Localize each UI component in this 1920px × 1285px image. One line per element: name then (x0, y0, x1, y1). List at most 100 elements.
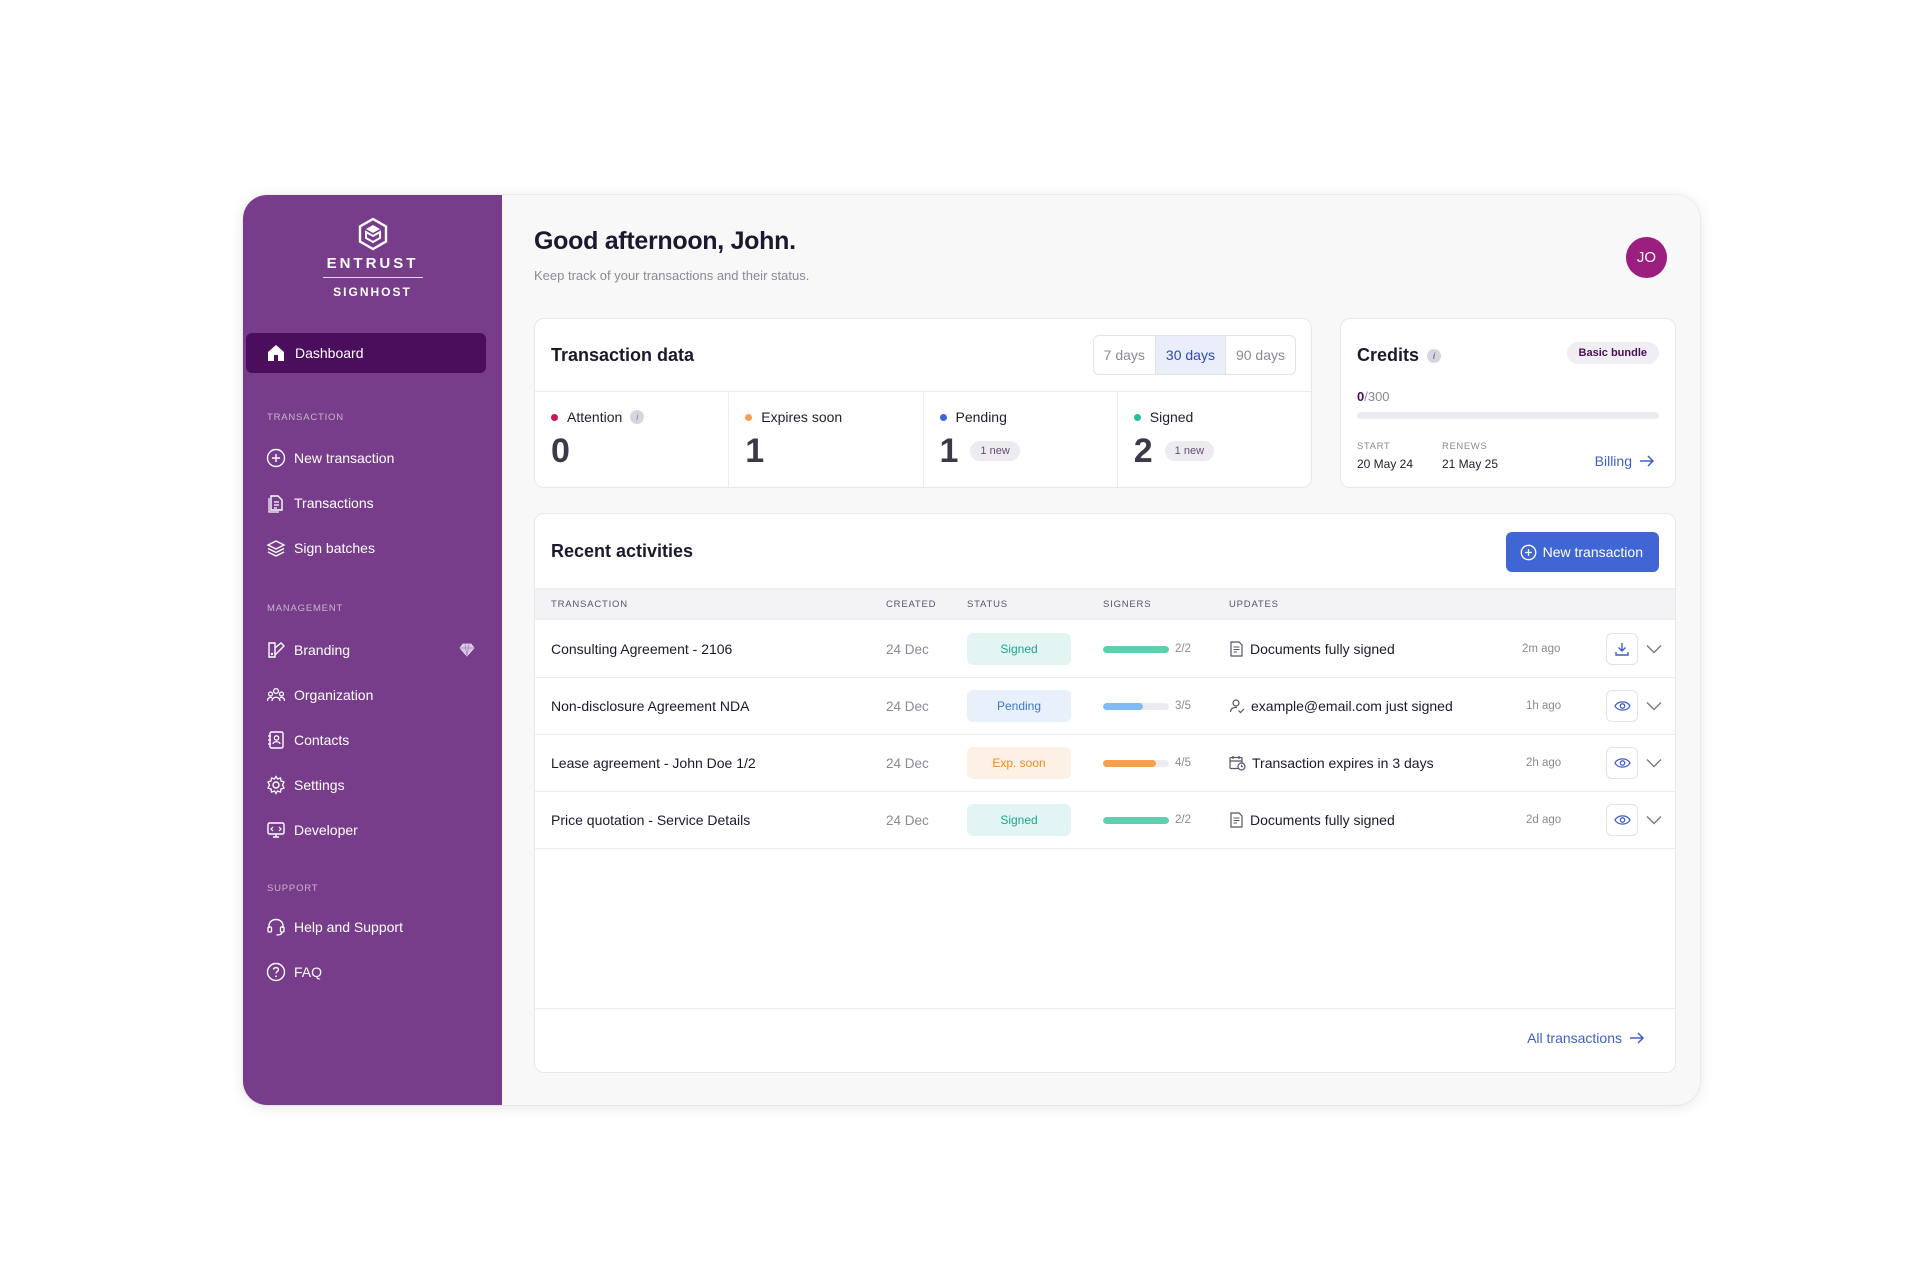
sidebar-section-transaction: TRANSACTION (267, 412, 344, 423)
col-status[interactable]: STATUS (967, 599, 1008, 610)
sidebar-item-organization[interactable]: Organization (265, 680, 475, 710)
status-dot (1133, 413, 1141, 421)
card-title: Recent activities (551, 541, 694, 561)
col-updates[interactable]: UPDATES (1229, 599, 1279, 610)
view-button[interactable] (1606, 747, 1638, 779)
download-button[interactable] (1606, 633, 1638, 665)
sidebar-item-label: Settings (294, 777, 345, 793)
download-icon (1615, 643, 1629, 656)
transaction-name[interactable]: Lease agreement - John Doe 1/2 (551, 755, 756, 771)
question-icon (265, 961, 287, 983)
update-text: Documents fully signed (1250, 641, 1395, 657)
page-subtitle: Keep track of your transactions and thei… (534, 268, 810, 283)
stat-pending[interactable]: Pending 1 1 new (924, 392, 1118, 487)
sidebar-item-new-transaction[interactable]: New transaction (265, 443, 475, 473)
view-button[interactable] (1606, 804, 1638, 836)
table-row[interactable]: Non-disclosure Agreement NDA 24 Dec Pend… (535, 678, 1675, 735)
avatar[interactable]: JO (1626, 237, 1667, 278)
transaction-name[interactable]: Non-disclosure Agreement NDA (551, 698, 750, 714)
time-ago: 1h ago (1526, 700, 1562, 712)
eye-icon (1613, 758, 1631, 768)
range-90-days[interactable]: 90 days (1235, 347, 1285, 363)
status-dot (551, 413, 558, 421)
view-button[interactable] (1606, 690, 1638, 722)
col-transaction[interactable]: TRANSACTION (551, 599, 628, 610)
table-row[interactable]: Lease agreement - John Doe 1/2 24 Dec Ex… (535, 735, 1675, 792)
table-header: TRANSACTION CREATED STATUS SIGNERS UPDAT… (535, 588, 1675, 620)
plus-circle-icon (265, 447, 287, 469)
range-30-days[interactable]: 30 days (1155, 336, 1226, 374)
col-created[interactable]: CREATED (886, 599, 937, 610)
billing-link[interactable]: Billing (1595, 453, 1655, 469)
sidebar-item-transactions[interactable]: Transactions (265, 488, 475, 518)
signers-progress (1103, 702, 1169, 710)
status-badge: Signed (967, 804, 1071, 836)
new-transaction-button[interactable]: New transaction (1505, 532, 1659, 572)
eye-icon (1613, 815, 1631, 825)
stats-row: Attention i 0 Expires soon 1 Pending 1 1 n… (535, 392, 1311, 487)
sidebar-item-help-and-support[interactable]: Help and Support (265, 912, 475, 942)
info-icon[interactable]: i (1427, 348, 1442, 363)
logo[interactable]: ENTRUST SIGNHOST (243, 217, 502, 299)
table-row[interactable]: Consulting Agreement - 2106 24 Dec Signe… (535, 621, 1675, 678)
status-badge: Pending (967, 690, 1071, 722)
bundle-badge: Basic bundle (1566, 342, 1659, 364)
main-content: Good afternoon, John. Keep track of your… (502, 195, 1700, 1105)
plus-circle-icon (1520, 544, 1537, 560)
sidebar-item-sign-batches[interactable]: Sign batches (265, 533, 475, 563)
stat-signed[interactable]: Signed 2 1 new (1118, 392, 1311, 487)
gear-icon (265, 774, 287, 796)
signers-progress-fill (1103, 645, 1169, 653)
start-label: START (1357, 441, 1391, 452)
created-date: 24 Dec (886, 812, 929, 828)
sidebar-item-dashboard[interactable]: Dashboard (246, 333, 486, 373)
col-signers[interactable]: SIGNERS (1103, 599, 1152, 610)
table-row[interactable]: Price quotation - Service Details 24 Dec… (535, 792, 1675, 849)
signers-progress-fill (1103, 816, 1169, 824)
expand-row-button[interactable] (1646, 735, 1662, 791)
chevron-down-icon (1646, 759, 1662, 768)
divider (535, 391, 1311, 392)
range-7-days[interactable]: 7 days (1094, 336, 1156, 374)
update-text: example@email.com just signed (1251, 698, 1453, 714)
stat-value: 1 (939, 432, 959, 470)
new-badge: 1 new (970, 441, 1020, 461)
eye-icon (1613, 701, 1631, 711)
billing-label: Billing (1594, 453, 1632, 469)
document-check-icon (1230, 641, 1243, 657)
credits-title-row: Credits i (1357, 345, 1442, 366)
credits-progress (1357, 412, 1659, 419)
expand-row-button[interactable] (1646, 678, 1662, 734)
signers-count: 4/5 (1175, 757, 1191, 769)
renews-value: 21 May 25 (1442, 457, 1499, 471)
transaction-name[interactable]: Consulting Agreement - 2106 (551, 641, 733, 657)
expand-row-button[interactable] (1646, 792, 1662, 848)
status-dot (939, 413, 947, 421)
sidebar-item-faq[interactable]: FAQ (265, 957, 475, 987)
stat-expires-soon[interactable]: Expires soon 1 (729, 392, 924, 487)
created-date: 24 Dec (886, 755, 929, 771)
transaction-name[interactable]: Price quotation - Service Details (551, 812, 751, 828)
stat-label: Attention (567, 409, 623, 425)
sidebar-item-branding[interactable]: Branding (265, 635, 475, 665)
sidebar-item-developer[interactable]: Developer (265, 815, 475, 845)
expand-row-button[interactable] (1646, 621, 1662, 677)
status-badge: Exp. soon (967, 747, 1071, 779)
arrow-right-icon (1640, 455, 1655, 467)
signers-progress-fill (1103, 702, 1143, 710)
user-check-icon (1229, 699, 1245, 714)
signers-progress (1103, 816, 1169, 824)
all-transactions-link[interactable]: All transactions (1527, 1030, 1645, 1046)
stat-attention[interactable]: Attention i 0 (535, 392, 730, 487)
sidebar-item-contacts[interactable]: Contacts (265, 725, 475, 755)
info-icon[interactable]: i (630, 410, 645, 424)
signers-count: 2/2 (1175, 814, 1191, 826)
recent-activities-card: Recent activities New transaction TRANSA… (534, 513, 1676, 1073)
sidebar-item-settings[interactable]: Settings (265, 770, 475, 800)
entrust-logo-icon (358, 217, 387, 251)
sidebar-item-label: Dashboard (295, 345, 364, 361)
status-badge: Signed (967, 633, 1071, 665)
home-icon (268, 345, 284, 361)
document-icon (265, 492, 287, 514)
sidebar-item-label: Organization (294, 687, 374, 703)
